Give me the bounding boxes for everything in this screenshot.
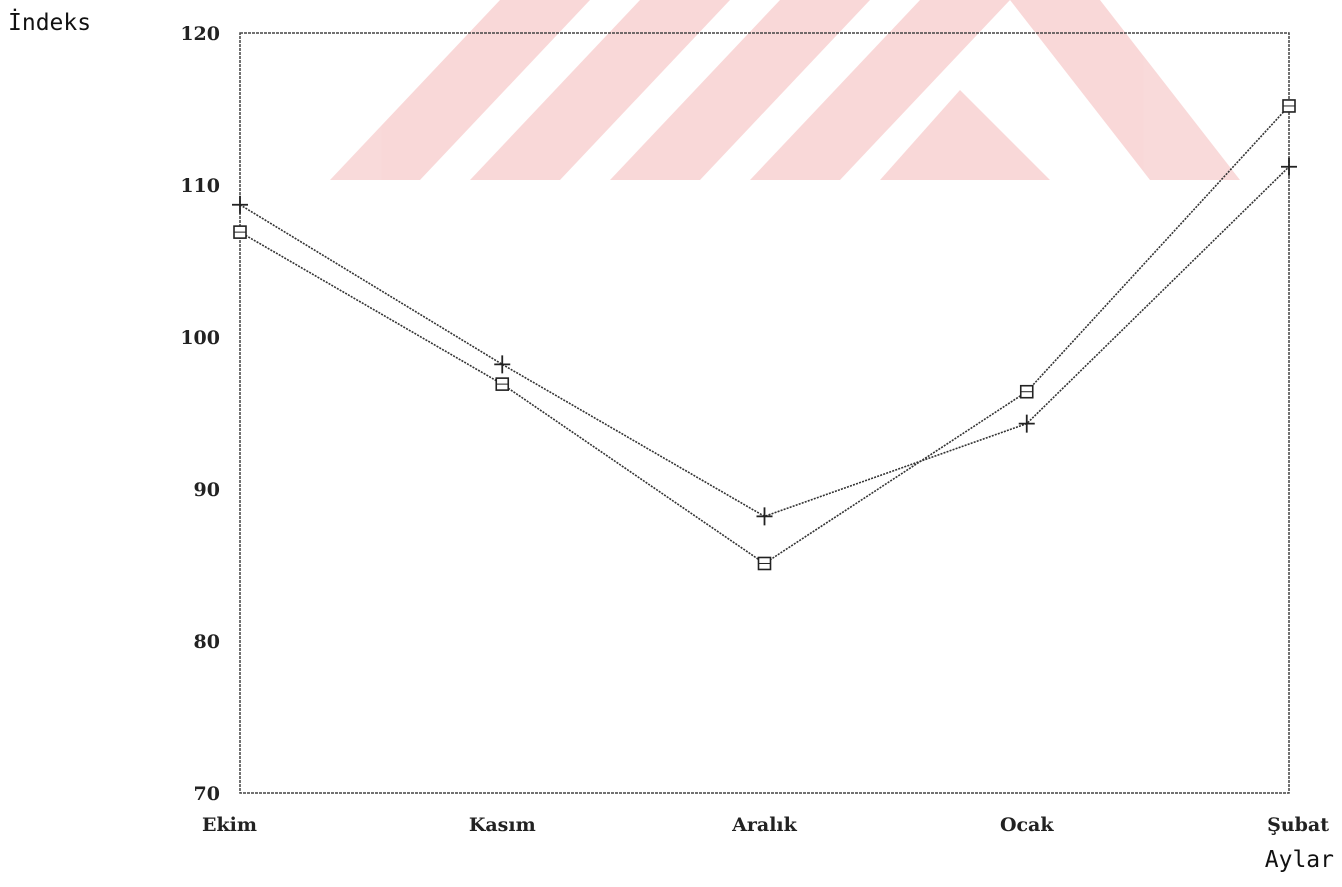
series-square [233, 99, 1296, 571]
y-tick-label: 110 [180, 175, 220, 197]
y-tick-label: 70 [194, 783, 220, 805]
plot-border [239, 32, 1290, 794]
y-axis-title: İndeks [8, 8, 91, 36]
data-point-plus [1281, 157, 1297, 176]
series-line [239, 166, 1290, 518]
x-tick-label: Kasım [469, 814, 536, 836]
data-point-plus [494, 355, 511, 374]
x-axis-title: Aylar [1265, 847, 1334, 873]
data-point-plus [232, 195, 248, 214]
series-layer [232, 99, 1297, 571]
data-point-plus [1018, 414, 1035, 433]
x-tick-label: Aralık [731, 814, 797, 836]
x-tick-label: Şubat [1267, 814, 1329, 836]
series-plus [232, 157, 1297, 526]
y-axis-ticks: 70 80 90 100 110 120 [180, 23, 220, 805]
x-axis-ticks: Ekim Kasım Aralık Ocak Şubat [202, 814, 1329, 836]
y-tick-label: 100 [180, 327, 220, 349]
background-watermark [330, 0, 1240, 180]
y-tick-label: 90 [194, 479, 220, 501]
plot-area-frame [239, 32, 1290, 794]
x-tick-label: Ocak [1000, 814, 1054, 836]
y-tick-label: 120 [180, 23, 220, 45]
data-point-plus [756, 507, 773, 526]
y-tick-label: 80 [194, 631, 220, 653]
x-tick-label: Ekim [202, 814, 257, 836]
